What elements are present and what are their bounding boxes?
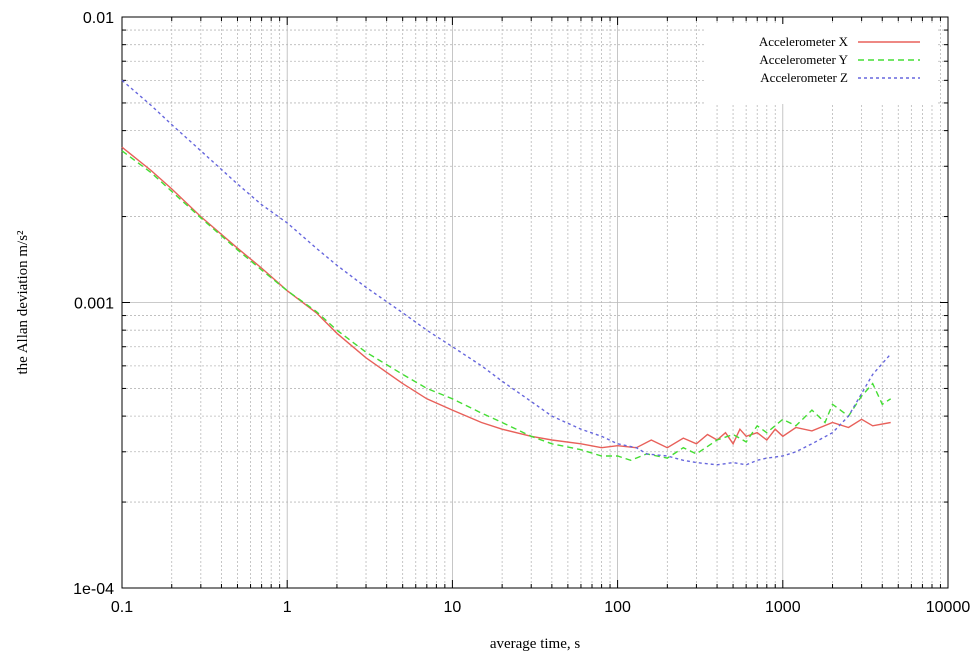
x-tick-label: 1 (283, 599, 292, 616)
x-tick-label: 0.1 (111, 599, 133, 616)
series-lines (121, 79, 892, 466)
legend-label: Accelerometer X (759, 34, 849, 49)
y-tick-label: 1e-04 (73, 581, 114, 598)
y-tick-label: 0.01 (83, 10, 114, 27)
tick-marks (121, 17, 948, 589)
x-tick-label: 10000 (926, 599, 971, 616)
y-axis-title: the Allan deviation m/s² (15, 230, 31, 375)
legend-label: Accelerometer Z (760, 70, 848, 85)
x-tick-label: 100 (604, 599, 631, 616)
legend-label: Accelerometer Y (759, 52, 848, 67)
x-tick-labels: 0.1 1 10 100 1000 10000 (111, 599, 970, 616)
series-line-1 (121, 146, 891, 449)
legend-box (706, 24, 938, 104)
grid (121, 17, 948, 589)
y-tick-labels: 1e-04 0.001 0.01 (73, 10, 114, 598)
series-line-3 (121, 79, 892, 466)
y-tick-label: 0.001 (74, 296, 114, 313)
x-tick-label: 1000 (765, 599, 801, 616)
x-tick-label: 10 (444, 599, 462, 616)
legend: Accelerometer X Accelerometer Y Accelerome… (706, 24, 938, 104)
series-line-2 (121, 150, 892, 462)
x-axis-title: average time, s (490, 636, 581, 652)
